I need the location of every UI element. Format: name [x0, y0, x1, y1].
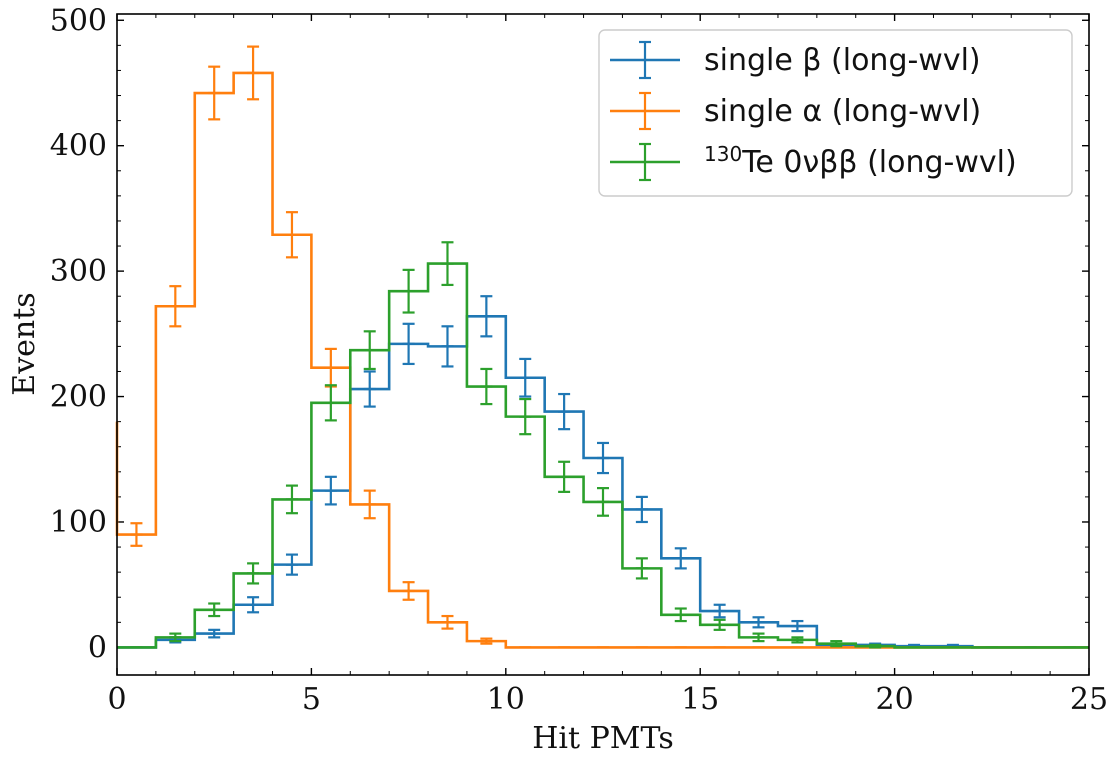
- tick-label-layer: 0 5 10 15 20 25 0 100 200 300 400 500: [50, 3, 1108, 717]
- legend-entry-2: 130Te 0νββ (long-wvl): [610, 142, 1017, 182]
- legend-box: [598, 29, 1073, 197]
- plot-frame: [116, 13, 1090, 676]
- legend-label: single α (long-wvl): [704, 94, 981, 129]
- y-tick-label: 100: [50, 505, 107, 540]
- legend-entry-0: single β (long-wvl): [610, 40, 981, 80]
- legend-label: single β (long-wvl): [704, 43, 981, 78]
- legend-label-superscript: 130: [704, 142, 742, 166]
- legend-entry-1: single α (long-wvl): [610, 91, 981, 131]
- x-tick-label: 15: [681, 682, 719, 717]
- y-tick-label: 0: [88, 630, 107, 665]
- y-tick-label: 300: [50, 254, 107, 289]
- x-tick-label: 5: [302, 682, 321, 717]
- x-tick-label: 20: [876, 682, 914, 717]
- y-tick-label: 400: [50, 129, 107, 164]
- series-0: [117, 295, 1089, 649]
- legend-label-main: Te 0νββ (long-wvl): [741, 145, 1017, 180]
- legend-entries: single β (long-wvl) single α (long-wvl) 13…: [610, 40, 1017, 182]
- y-tick-label: 500: [50, 3, 107, 38]
- x-axis-label: Hit PMTs: [532, 721, 673, 756]
- legend: single β (long-wvl) single α (long-wvl) 13…: [598, 29, 1073, 197]
- series-step-line: [117, 314, 1089, 649]
- series-2: [117, 241, 1089, 649]
- legend-label: 130Te 0νββ (long-wvl): [704, 142, 1017, 180]
- series-layer: [115, 45, 1089, 649]
- x-tick-label: 25: [1070, 682, 1108, 717]
- y-axis-label: Events: [7, 292, 42, 395]
- x-tick-label: 10: [487, 682, 525, 717]
- x-tick-label: 0: [107, 682, 126, 717]
- y-tick-label: 200: [50, 380, 107, 415]
